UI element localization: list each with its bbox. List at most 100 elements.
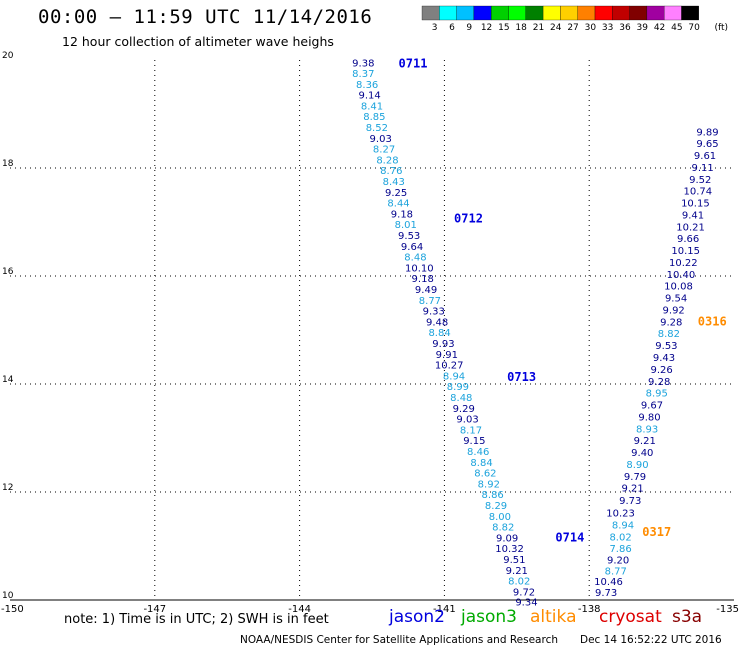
colorbar-swatch xyxy=(473,5,492,21)
swh-value-label: 9.66 xyxy=(677,234,699,245)
swh-value-label: 8.48 xyxy=(450,393,472,404)
swh-value-label: 10.08 xyxy=(664,282,693,293)
colorbar-swatch xyxy=(612,5,630,21)
colorbar-swatch xyxy=(508,5,526,21)
swh-value-label: 10.21 xyxy=(676,222,705,233)
y-tick-label: 12 xyxy=(2,483,13,493)
swh-value-label: 9.33 xyxy=(423,307,445,318)
swh-value-label: 8.02 xyxy=(609,532,631,543)
swh-value-label: 10.15 xyxy=(681,199,710,210)
swh-value-label: 9.18 xyxy=(391,209,413,220)
swh-value-label: 9.03 xyxy=(370,134,392,145)
swh-value-label: 8.92 xyxy=(478,479,500,490)
swh-value-label: 8.76 xyxy=(380,166,402,177)
swh-value-label: 8.44 xyxy=(387,199,409,210)
x-tick-label: -147 xyxy=(143,604,166,615)
swh-value-label: 9.09 xyxy=(496,533,518,544)
pass-time-label: 0714 xyxy=(555,530,584,544)
swh-value-label: 9.72 xyxy=(513,587,535,598)
swh-value-label: 10.15 xyxy=(671,246,700,257)
swh-value-label: 9.34 xyxy=(515,598,537,609)
swh-value-label: 10.74 xyxy=(683,187,712,198)
swh-value-label: 9.48 xyxy=(426,317,448,328)
colorbar-label: 45 xyxy=(671,23,682,33)
swh-value-label: 9.14 xyxy=(358,91,380,102)
swh-value-label: 9.73 xyxy=(595,588,617,599)
swh-value-label: 9.25 xyxy=(385,188,407,199)
swh-value-label: 10.27 xyxy=(435,361,464,372)
swh-value-label: 9.21 xyxy=(622,484,644,495)
legend-jason2: jason2 xyxy=(389,607,445,627)
swh-value-label: 9.11 xyxy=(691,163,713,174)
swh-value-label: 10.32 xyxy=(495,544,524,555)
swh-value-label: 8.94 xyxy=(443,371,465,382)
swh-value-label: 8.84 xyxy=(428,328,450,339)
swh-value-label: 9.28 xyxy=(660,317,682,328)
colorbar-label: 6 xyxy=(449,23,455,33)
y-tick-label: 10 xyxy=(2,591,14,601)
swh-value-label: 8.94 xyxy=(612,520,634,531)
swh-value-label: 7.86 xyxy=(609,544,631,555)
legend-s3a: s3a xyxy=(672,607,703,627)
swh-value-label: 9.28 xyxy=(648,377,670,388)
colorbar-swatch xyxy=(629,5,648,21)
swh-value-label: 8.01 xyxy=(395,220,417,231)
swh-value-label: 9.40 xyxy=(631,448,653,459)
swh-value-label: 8.95 xyxy=(646,389,668,400)
swh-value-label: 8.62 xyxy=(474,469,496,480)
legend-jason3: jason3 xyxy=(461,607,517,627)
swh-value-label: 9.43 xyxy=(653,353,675,364)
swh-value-label: 9.38 xyxy=(352,59,374,70)
colorbar-swatch xyxy=(646,5,665,21)
colorbar-label: 18 xyxy=(515,23,527,33)
swh-value-label: 9.73 xyxy=(619,496,641,507)
pass-time-label: 0712 xyxy=(454,212,483,226)
swh-value-label: 9.93 xyxy=(432,339,454,350)
pass-time-label: 0316 xyxy=(698,314,727,328)
swh-value-label: 8.46 xyxy=(467,447,489,458)
swh-value-label: 10.23 xyxy=(606,509,635,520)
swh-value-label: 9.61 xyxy=(694,151,716,162)
footer-credit: NOAA/NESDIS Center for Satellite Applica… xyxy=(240,634,558,646)
swh-value-label: 8.27 xyxy=(373,145,395,156)
swh-value-label: 8.36 xyxy=(356,80,378,91)
swh-value-label: 10.22 xyxy=(669,258,698,269)
colorbar-swatch xyxy=(681,5,699,21)
y-tick-label: 14 xyxy=(2,375,14,385)
swh-value-label: 8.52 xyxy=(366,123,388,134)
swh-value-label: 9.21 xyxy=(634,436,656,447)
swh-value-label: 8.00 xyxy=(489,512,511,523)
y-tick-label: 16 xyxy=(2,267,14,277)
pass-time-labels: 0711 0712 0713 0714 0316 0317 xyxy=(399,57,727,545)
swh-value-label: 9.03 xyxy=(456,415,478,426)
swh-value-label: 8.43 xyxy=(383,177,405,188)
colorbar-label: 21 xyxy=(533,23,544,33)
swh-value-label: 8.17 xyxy=(460,425,482,436)
swh-value-label: 8.48 xyxy=(404,253,426,264)
swh-value-label: 8.37 xyxy=(352,69,374,80)
swh-value-label: 9.41 xyxy=(682,210,704,221)
swh-value-label: 8.41 xyxy=(361,101,383,112)
chart-grid xyxy=(10,60,734,601)
x-tick-label: -138 xyxy=(578,604,601,615)
footer-timestamp: Dec 14 16:52:22 UTC 2016 xyxy=(580,634,722,646)
swh-value-label: 10.10 xyxy=(405,263,434,274)
legend-cryosat: cryosat xyxy=(599,607,662,627)
colorbar-label: 3 xyxy=(432,23,438,33)
pass-time-label: 0713 xyxy=(507,370,536,384)
swh-value-label: 9.53 xyxy=(398,231,420,242)
swh-value-label: 8.90 xyxy=(626,460,648,471)
colorbar-label: 24 xyxy=(550,23,562,33)
colorbar-label: 15 xyxy=(498,23,509,33)
chart-title: 00:00 – 11:59 UTC 11/14/2016 xyxy=(38,6,373,28)
x-tick-label: -150 xyxy=(1,604,24,615)
swh-value-label: 10.40 xyxy=(667,270,696,281)
colorbar-swatch xyxy=(560,5,578,21)
y-tick-label: 18 xyxy=(2,159,14,169)
swh-value-label: 9.15 xyxy=(463,436,485,447)
swh-value-label: 8.29 xyxy=(485,501,507,512)
colorbar-label: 39 xyxy=(637,23,649,33)
pass-time-label: 0711 xyxy=(399,57,428,71)
colorbar-unit: (ft) xyxy=(714,23,728,33)
